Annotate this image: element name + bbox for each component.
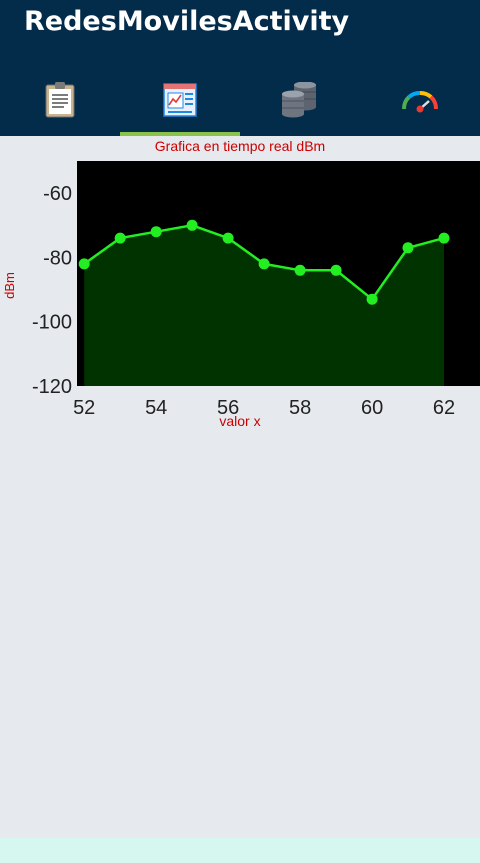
database-icon	[282, 82, 316, 118]
data-point	[402, 242, 414, 254]
data-point	[186, 219, 198, 231]
tab-clipboard[interactable]	[0, 64, 120, 136]
data-point	[294, 264, 306, 276]
x-tick-label: 52	[73, 397, 95, 419]
bottom-strip	[0, 838, 480, 863]
y-tick-label: -120	[32, 376, 72, 398]
app-title: RedesMovilesActivity	[24, 6, 350, 37]
chart-report-icon	[163, 83, 197, 117]
speedometer-icon	[402, 91, 438, 113]
data-point	[330, 264, 342, 276]
tab-speedometer[interactable]	[360, 64, 480, 136]
y-tick-label: -100	[32, 312, 72, 334]
y-axis-label: dBm	[2, 272, 17, 299]
data-point	[78, 258, 90, 270]
chart-area: Grafica en tiempo real dBm -60 -80 -100 -12…	[0, 136, 480, 436]
chart-title: Grafica en tiempo real dBm	[155, 138, 325, 154]
x-tick-label: 54	[145, 397, 167, 419]
data-point	[114, 232, 126, 244]
data-point	[438, 232, 450, 244]
line-chart: Grafica en tiempo real dBm -60 -80 -100 -12…	[2, 138, 480, 429]
x-tick-label: 56	[217, 397, 239, 419]
clipboard-icon	[45, 82, 75, 118]
x-tick-label: 60	[361, 397, 383, 419]
y-tick-label: -60	[43, 183, 72, 205]
series-area-fill	[84, 225, 444, 386]
data-point	[150, 226, 162, 238]
active-tab-indicator	[120, 132, 240, 136]
x-tick-label: 58	[289, 397, 311, 419]
x-tick-label: 62	[433, 397, 455, 419]
data-point	[258, 258, 270, 270]
y-tick-label: -80	[43, 247, 72, 269]
tab-bar	[0, 64, 480, 136]
tab-database[interactable]	[240, 64, 360, 136]
tab-chart-report[interactable]	[120, 64, 240, 136]
data-point	[366, 293, 378, 305]
app-bar: RedesMovilesActivity	[0, 0, 480, 136]
x-axis-label: valor x	[219, 413, 260, 429]
data-point	[222, 232, 234, 244]
